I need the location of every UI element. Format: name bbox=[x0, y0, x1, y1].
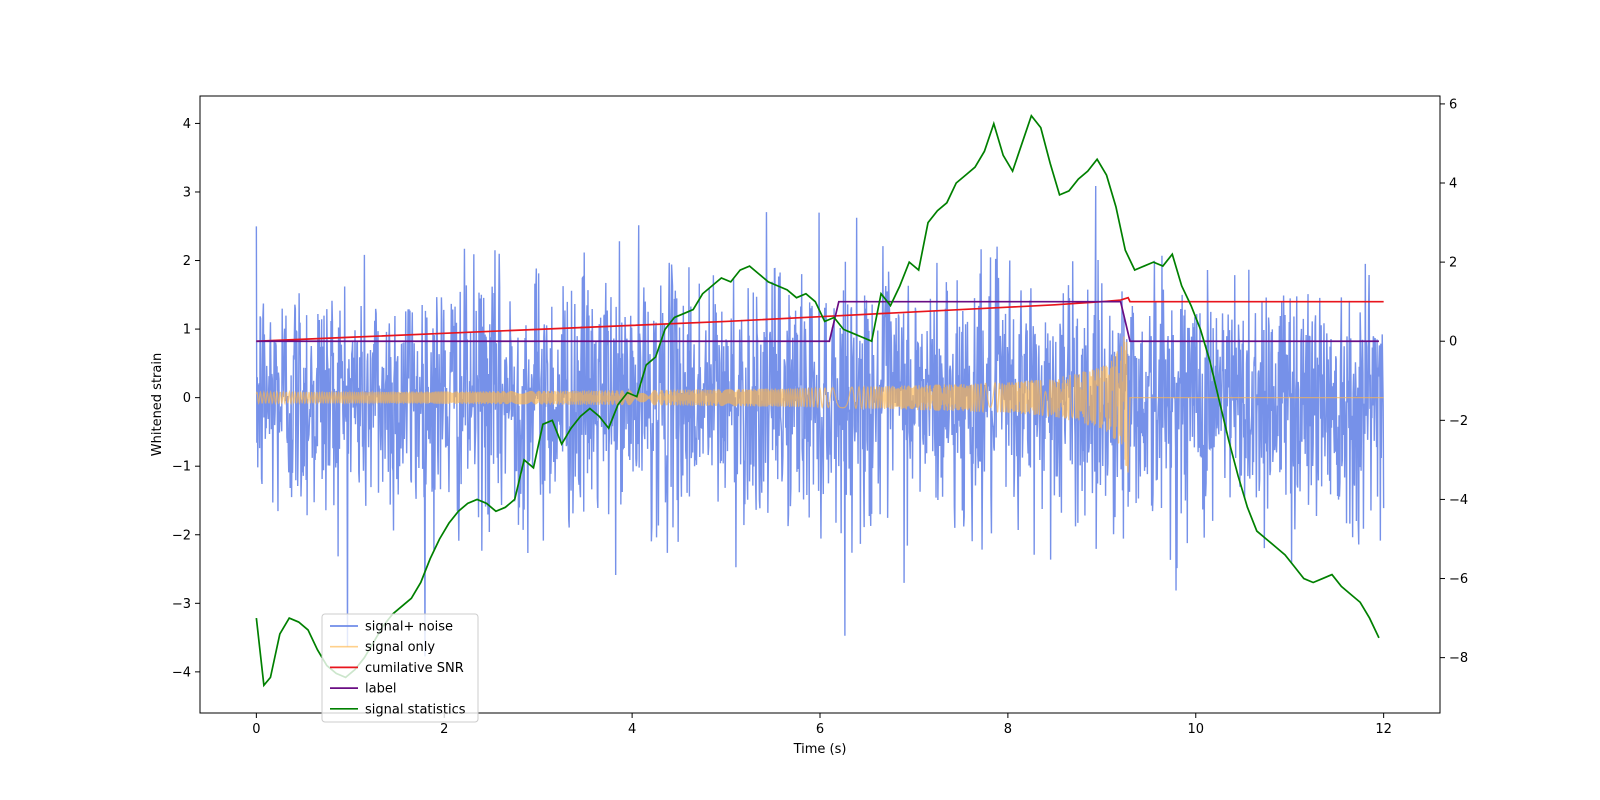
y-tick-label: −1 bbox=[172, 460, 191, 475]
x-tick-label: 0 bbox=[252, 722, 260, 737]
y2-tick-label: 6 bbox=[1449, 97, 1457, 112]
x-tick-label: 10 bbox=[1187, 722, 1204, 737]
y-tick-label: 1 bbox=[183, 323, 191, 338]
y2-tick-label: 0 bbox=[1449, 335, 1457, 350]
y-axis-title: Whitened strain bbox=[150, 353, 165, 456]
legend: signal+ noise signal only cumilative SNR la… bbox=[321, 613, 479, 723]
y-tick-label: −2 bbox=[172, 528, 191, 543]
y-axis-left: −4 −3 −2 −1 0 1 2 3 4 bbox=[172, 117, 200, 680]
y-tick-label: 3 bbox=[183, 185, 191, 200]
legend-label: signal statistics bbox=[365, 702, 466, 717]
y2-tick-label: −6 bbox=[1449, 572, 1468, 587]
y-tick-label: −3 bbox=[172, 597, 191, 612]
y2-tick-label: 4 bbox=[1449, 177, 1457, 192]
y2-tick-label: −8 bbox=[1449, 651, 1468, 666]
y-tick-label: −4 bbox=[172, 665, 191, 680]
x-tick-label: 8 bbox=[1004, 722, 1012, 737]
x-tick-label: 4 bbox=[628, 722, 636, 737]
legend-label: signal+ noise bbox=[365, 620, 453, 635]
legend-box bbox=[321, 613, 479, 723]
x-tick-label: 2 bbox=[440, 722, 448, 737]
series-signal-only-line bbox=[255, 336, 1384, 473]
x-tick-label: 6 bbox=[816, 722, 824, 737]
series-signal-noise-line bbox=[255, 186, 1385, 657]
x-tick-label: 12 bbox=[1375, 722, 1392, 737]
y-tick-label: 0 bbox=[183, 391, 191, 406]
series-label-line bbox=[256, 300, 1379, 343]
y2-tick-label: −4 bbox=[1449, 493, 1468, 508]
plot-area bbox=[255, 114, 1385, 688]
y-tick-label: 2 bbox=[183, 254, 191, 269]
series-signal-statistics-line bbox=[255, 114, 1380, 688]
y-axis-right: −8 −6 −4 −2 0 2 4 6 bbox=[1440, 97, 1468, 666]
legend-label: label bbox=[365, 682, 396, 697]
legend-label: cumilative SNR bbox=[365, 661, 464, 676]
legend-label: signal only bbox=[365, 640, 435, 655]
y2-tick-label: −2 bbox=[1449, 414, 1468, 429]
series-cumulative-snr-line bbox=[256, 296, 1384, 343]
y2-tick-label: 2 bbox=[1449, 256, 1457, 271]
x-axis-title: Time (s) bbox=[793, 742, 847, 757]
y-tick-label: 4 bbox=[183, 117, 191, 132]
